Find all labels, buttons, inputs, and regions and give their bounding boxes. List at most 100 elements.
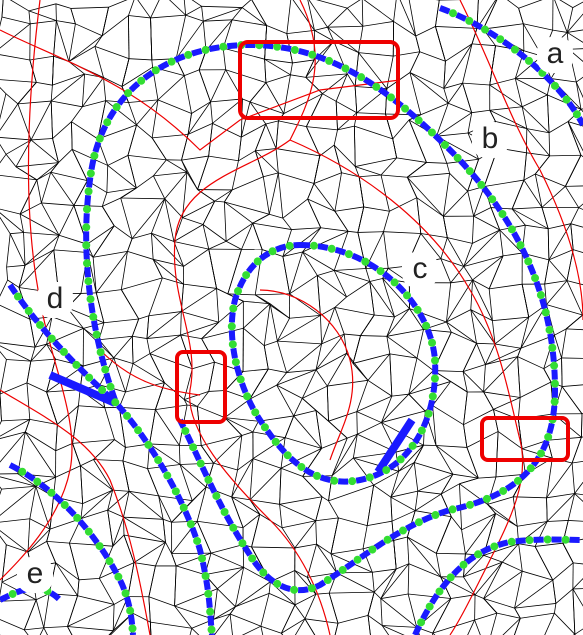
mesh-edge [78, 580, 79, 596]
mesh-edge [359, 53, 394, 56]
mesh-edge [185, 628, 192, 635]
mesh-edge [336, 101, 337, 130]
mesh-edge [303, 252, 318, 275]
mesh-edge [233, 626, 261, 635]
mesh-edge [575, 494, 583, 498]
mesh-edge [382, 626, 417, 628]
mesh-edge [290, 63, 292, 75]
mesh-edge [223, 48, 264, 59]
mesh-edge [0, 359, 6, 394]
mesh-edge [359, 175, 381, 177]
mesh-edge [493, 409, 498, 431]
mesh-edge [366, 268, 370, 281]
mesh-edge [182, 201, 214, 217]
mesh-edge [0, 208, 24, 233]
mesh-edge [353, 363, 368, 380]
mesh-edge [308, 199, 321, 228]
mesh-edge [285, 416, 294, 438]
mesh-edge [7, 267, 8, 280]
mesh-edge [24, 232, 60, 235]
mesh-edge [435, 0, 439, 26]
mesh-edge [513, 497, 517, 526]
mesh-edge [52, 74, 84, 85]
mesh-edge [37, 163, 59, 180]
mesh-edge [285, 438, 321, 449]
mesh-edge [82, 74, 84, 107]
mesh-edge [153, 176, 164, 199]
mesh-edge [573, 250, 583, 256]
mesh-edge [575, 494, 583, 523]
mesh-edge [472, 44, 496, 46]
mesh-edge [232, 177, 263, 190]
mesh-edge [2, 486, 36, 489]
mesh-edge [136, 176, 153, 188]
mesh-edge [572, 437, 581, 463]
mesh-edge [71, 122, 97, 139]
mesh-edge [93, 440, 114, 460]
mesh-edge [51, 74, 84, 101]
mesh-edge [251, 0, 266, 26]
mesh-edge [24, 232, 26, 265]
mesh-edge [329, 501, 339, 518]
mesh-edge [305, 619, 319, 635]
mesh-edge [556, 589, 573, 604]
mesh-edge [0, 342, 35, 347]
mesh-edge [554, 613, 574, 634]
mesh-edge [69, 24, 76, 62]
mesh-edge [71, 107, 82, 122]
mesh-edge [372, 572, 374, 592]
mesh-edge [387, 330, 424, 337]
mesh-edge [549, 224, 571, 260]
mesh-edge [451, 517, 461, 530]
mesh-edge [217, 288, 219, 322]
mesh-edge [435, 26, 445, 61]
mesh-edge [515, 79, 547, 95]
mesh-edge [172, 553, 211, 554]
mesh-edge [115, 440, 126, 448]
mesh-edge [512, 207, 542, 209]
mesh-edge [152, 60, 153, 67]
mesh-edge [451, 332, 476, 343]
mesh-edge [47, 541, 70, 543]
mesh-edge [566, 315, 582, 329]
mesh-edge [201, 435, 242, 445]
mesh-edge [243, 369, 268, 371]
mesh-edge [497, 613, 520, 618]
mesh-edge [29, 4, 56, 11]
mesh-edge [264, 346, 268, 369]
mesh-edge [519, 544, 523, 571]
mesh-edge [250, 459, 253, 500]
mesh-edge [225, 418, 259, 422]
mesh-edge [224, 202, 226, 241]
mesh-edge [437, 113, 472, 136]
mesh-edge [546, 281, 567, 305]
mesh-edge [358, 232, 384, 233]
mesh-edge [276, 121, 278, 149]
mesh-edge [287, 0, 291, 34]
mesh-edge [81, 510, 108, 518]
mesh-edge [72, 149, 87, 180]
mesh-edge [205, 567, 244, 574]
mesh-edge [329, 412, 357, 422]
mesh-edge [242, 8, 267, 26]
mesh-edge [153, 160, 166, 176]
mesh-edge [414, 463, 418, 492]
mesh-edge [471, 310, 477, 344]
mesh-edge [36, 600, 44, 628]
mesh-edge [186, 15, 204, 21]
mesh-edge [331, 554, 337, 573]
mesh-edge [96, 251, 127, 292]
mesh-edge [232, 161, 238, 190]
mesh-edge [368, 380, 392, 396]
mesh-edge [184, 249, 209, 266]
mesh-edge [241, 124, 266, 137]
mesh-edge [290, 75, 305, 78]
mesh-edge [150, 622, 151, 635]
mesh-edge [214, 463, 238, 470]
mesh-edge [235, 582, 270, 607]
mesh-edge [217, 589, 235, 607]
mesh-edge [187, 172, 198, 189]
mesh-edge [515, 608, 521, 618]
mesh-edge [579, 208, 583, 215]
mesh-edge [284, 75, 291, 114]
